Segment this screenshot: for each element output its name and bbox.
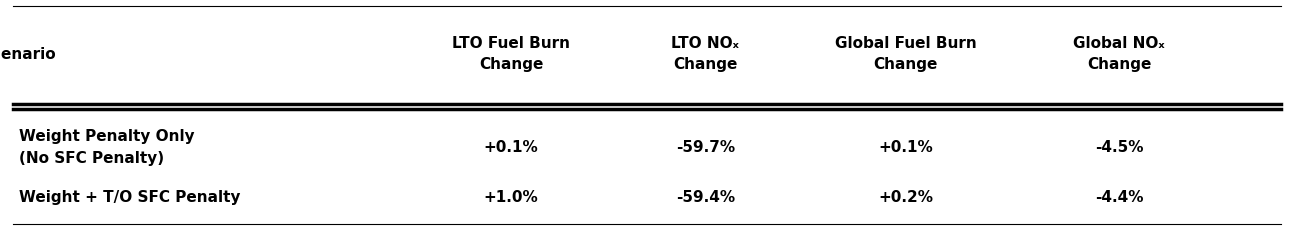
Text: +0.1%: +0.1% xyxy=(879,139,933,154)
Text: Weight Penalty Only
(No SFC Penalty): Weight Penalty Only (No SFC Penalty) xyxy=(19,128,195,165)
Text: Weight + T/O SFC Penalty: Weight + T/O SFC Penalty xyxy=(19,189,241,204)
Text: -4.5%: -4.5% xyxy=(1095,139,1144,154)
Text: Scenario: Scenario xyxy=(0,46,57,61)
Text: -59.4%: -59.4% xyxy=(675,189,735,204)
Text: Global NOₓ
Change: Global NOₓ Change xyxy=(1074,36,1165,72)
Text: -59.7%: -59.7% xyxy=(675,139,735,154)
Text: LTO NOₓ
Change: LTO NOₓ Change xyxy=(672,36,739,72)
Text: LTO Fuel Burn
Change: LTO Fuel Burn Change xyxy=(452,36,571,72)
Text: +1.0%: +1.0% xyxy=(484,189,538,204)
Text: +0.1%: +0.1% xyxy=(484,139,538,154)
Text: -4.4%: -4.4% xyxy=(1095,189,1144,204)
Text: +0.2%: +0.2% xyxy=(879,189,933,204)
Text: Global Fuel Burn
Change: Global Fuel Burn Change xyxy=(835,36,977,72)
